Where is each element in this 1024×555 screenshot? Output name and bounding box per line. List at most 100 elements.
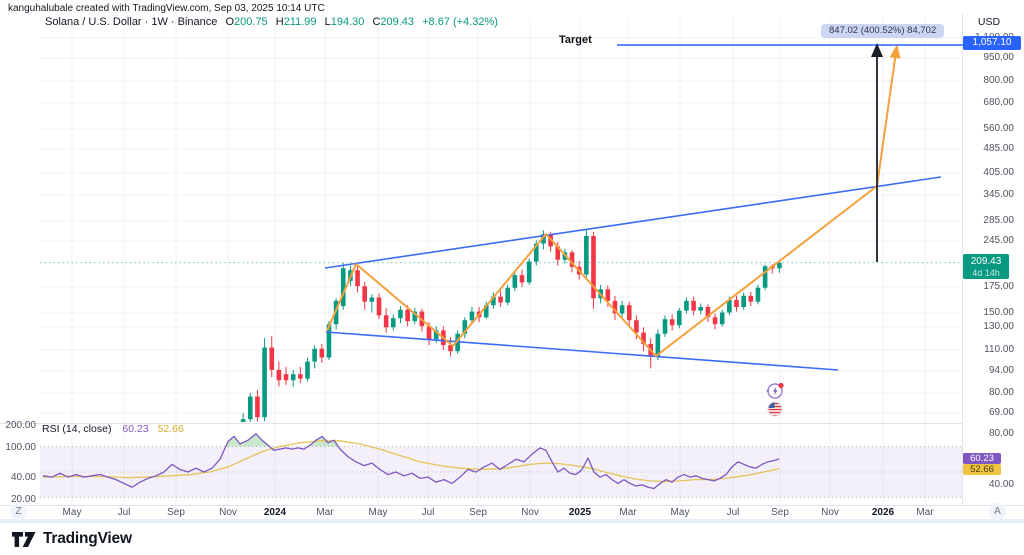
time-labels-label: Jul bbox=[726, 507, 740, 518]
time-labels-label: Nov bbox=[219, 507, 237, 518]
candle-body bbox=[762, 266, 768, 288]
time-labels-label: 2026 bbox=[871, 507, 895, 518]
candle-body bbox=[319, 348, 325, 358]
candle-body bbox=[505, 287, 510, 303]
rsi-value: 60.23 bbox=[122, 423, 149, 435]
candle-body bbox=[412, 311, 418, 322]
price-labels-label: 560.00 bbox=[983, 123, 1014, 134]
candle-body bbox=[727, 300, 732, 313]
price-scale-currency[interactable]: USD bbox=[977, 16, 1001, 28]
price-labels-label: 110.00 bbox=[984, 344, 1014, 355]
open-label: O bbox=[225, 16, 235, 28]
candle-body bbox=[433, 330, 439, 340]
candle-body bbox=[290, 374, 296, 381]
candle-body bbox=[712, 317, 718, 325]
lower-trendline[interactable] bbox=[325, 331, 839, 371]
projection-zigzag[interactable] bbox=[326, 51, 897, 357]
target-price-badge: 1,057.10 bbox=[963, 36, 1021, 50]
rsi-ma-badge: 52.66 bbox=[963, 464, 1001, 475]
candle-body bbox=[298, 374, 303, 379]
price-labels-label: 405.00 bbox=[983, 167, 1014, 178]
candle-body bbox=[333, 300, 339, 325]
close-value: 209.43 bbox=[380, 16, 415, 28]
candle-body bbox=[719, 312, 725, 325]
tradingview-logo[interactable]: TradingView bbox=[12, 530, 132, 548]
candle-body bbox=[691, 300, 696, 311]
upper-trendline[interactable] bbox=[324, 176, 942, 269]
rsi-ma-value: 52.66 bbox=[157, 423, 184, 435]
rsi-left-labels-label: 200.00 bbox=[5, 420, 36, 431]
price-labels-label: 130.00 bbox=[983, 321, 1014, 332]
candle-body bbox=[569, 252, 575, 267]
candle-body bbox=[255, 396, 260, 418]
low-value: 194.30 bbox=[330, 16, 365, 28]
time-labels-label: Sep bbox=[167, 507, 185, 518]
rsi-title[interactable]: RSI (14, close) bbox=[42, 423, 112, 435]
rsi-line bbox=[42, 433, 780, 490]
candle-body bbox=[669, 319, 675, 326]
candle-body bbox=[512, 275, 518, 288]
candle-body bbox=[305, 361, 310, 379]
candle-body bbox=[641, 332, 646, 344]
candle-body bbox=[398, 309, 403, 319]
tradingview-mark-icon bbox=[12, 531, 36, 547]
rsi-left-labels-label: 20.00 bbox=[10, 494, 36, 505]
measure-tool-bubble[interactable]: 847.02 (400.52%) 84,702 bbox=[821, 24, 945, 38]
candle-body bbox=[526, 261, 532, 283]
candle-body bbox=[605, 289, 611, 301]
price-labels-label: 950.00 bbox=[983, 52, 1014, 63]
measure-arrowhead bbox=[871, 43, 883, 57]
candle-body bbox=[734, 300, 739, 308]
candle-body bbox=[240, 419, 246, 422]
candle-body bbox=[684, 300, 689, 311]
symbol-title[interactable]: Solana / U.S. Dollar · 1W · Binance bbox=[45, 16, 218, 28]
candle-body bbox=[391, 318, 396, 328]
candle-body bbox=[584, 235, 589, 275]
us-flag-event-icon[interactable] bbox=[767, 401, 783, 417]
candle-body bbox=[269, 347, 275, 370]
attribution-text: kanguhalubale created with TradingView.c… bbox=[8, 3, 325, 14]
tradingview-wordmark: TradingView bbox=[43, 530, 132, 547]
time-labels-label: May bbox=[368, 507, 388, 518]
time-labels-label: Jul bbox=[421, 507, 435, 518]
candle-body bbox=[705, 307, 711, 318]
rsi-left-labels-label: 40.00 bbox=[10, 472, 36, 483]
price-labels-label: 345.00 bbox=[983, 189, 1014, 200]
high-value: 211.99 bbox=[283, 16, 317, 28]
time-labels-label: 2025 bbox=[568, 507, 592, 518]
rsi-value-badge: 60.23 bbox=[963, 453, 1001, 464]
candle-body bbox=[462, 320, 468, 334]
rsi-legend[interactable]: RSI (14, close) 60.23 52.66 bbox=[42, 423, 184, 435]
change-value: +8.67 (+4.32%) bbox=[422, 16, 498, 28]
candle-body bbox=[619, 305, 625, 314]
candle-body bbox=[777, 262, 782, 269]
time-labels-label: Nov bbox=[521, 507, 539, 518]
candle-body bbox=[448, 345, 453, 352]
price-labels-label: 69.00 bbox=[988, 407, 1014, 418]
bottom-highlight-band bbox=[0, 519, 1024, 523]
candle-body bbox=[698, 307, 704, 311]
candle-body bbox=[534, 243, 539, 262]
target-drawing-label[interactable]: Target bbox=[559, 34, 592, 46]
candle-body bbox=[555, 246, 561, 260]
price-labels-label: 285.00 bbox=[983, 215, 1014, 226]
event-markers[interactable] bbox=[766, 382, 786, 420]
time-labels-label: 2024 bbox=[263, 507, 287, 518]
time-labels-label: Nov bbox=[821, 507, 839, 518]
candle-body bbox=[362, 286, 367, 302]
price-labels-label: 80.00 bbox=[988, 387, 1014, 398]
time-labels-label: Sep bbox=[469, 507, 487, 518]
attribution-toggle-button[interactable]: A bbox=[989, 503, 1006, 520]
time-labels-label: Mar bbox=[619, 507, 637, 518]
high-label: H bbox=[275, 16, 284, 28]
candle-body bbox=[677, 310, 682, 326]
time-labels-label: May bbox=[670, 507, 690, 518]
candle-body bbox=[426, 326, 432, 340]
timezone-button[interactable]: Z bbox=[10, 503, 27, 520]
symbol-legend[interactable]: Solana / U.S. Dollar · 1W · Binance O200… bbox=[45, 16, 498, 28]
last-price-badge: 209.43 4d 14h bbox=[963, 254, 1009, 279]
economic-event-icon[interactable] bbox=[766, 382, 784, 399]
candle-body bbox=[376, 297, 382, 316]
